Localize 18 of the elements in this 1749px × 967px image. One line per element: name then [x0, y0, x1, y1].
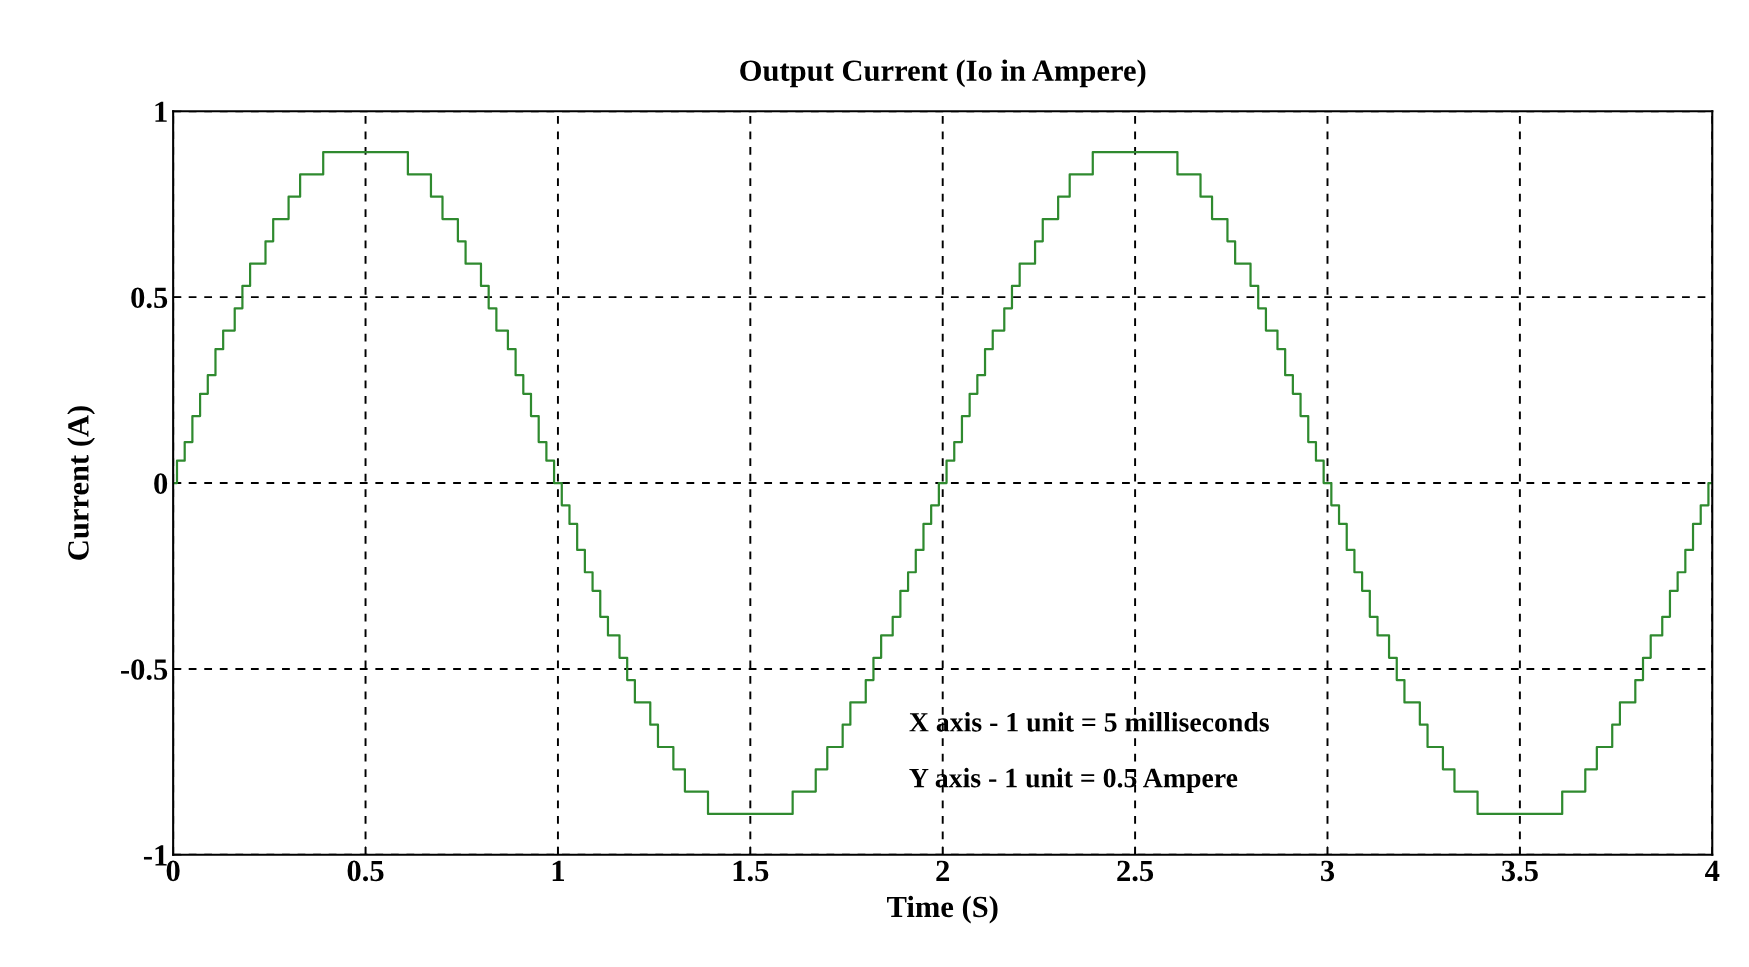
x-tick-label: 0.5	[347, 860, 384, 882]
y-tick-label: -0.5	[121, 659, 168, 680]
x-axis-title: Time (S)	[887, 895, 998, 924]
annotation: X axis - 1 unit = 5 milliseconds	[909, 712, 1269, 732]
x-tick-label: 1	[552, 860, 564, 881]
x-tick-label: 2.5	[1117, 860, 1154, 882]
annotation: Y axis - 1 unit = 0.5 Ampere	[909, 767, 1238, 794]
y-axis-title: Current (A)	[67, 406, 95, 560]
chart-title: Output Current (Io in Ampere)	[740, 59, 1146, 88]
y-tick-label: 0.5	[131, 287, 168, 309]
y-tick-label: 0	[154, 473, 168, 494]
x-tick-label: 3.5	[1501, 860, 1538, 882]
y-tick-label: -1	[143, 845, 167, 866]
x-tick-label: 1.5	[733, 860, 769, 882]
y-tick-label: 1	[155, 101, 167, 122]
x-tick-label: 4	[1705, 860, 1720, 881]
x-tick-label: 3	[1321, 860, 1335, 882]
x-tick-label: 2	[936, 860, 950, 881]
